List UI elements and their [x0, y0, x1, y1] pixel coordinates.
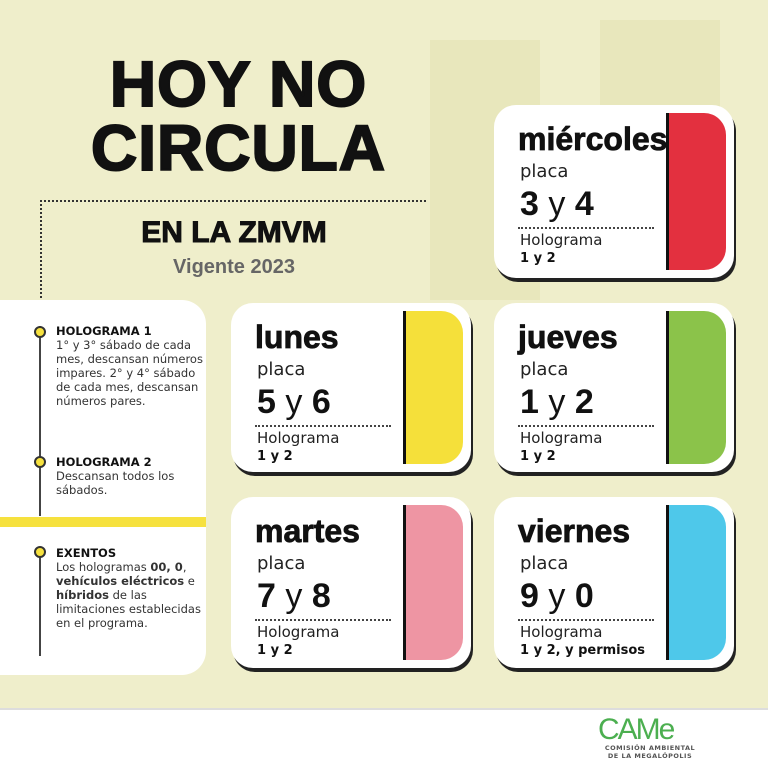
holograma-value: 1 y 2, y permisos [520, 643, 646, 658]
placa-label: placa [520, 161, 569, 182]
day-name: viernes [518, 513, 631, 550]
plate-digits: 3 y 4 [520, 185, 594, 224]
holograma-label: Holograma [257, 623, 340, 641]
dotted-connector [40, 200, 42, 326]
day-name: lunes [255, 319, 339, 356]
subtitle: EN LA ZMVM [141, 216, 328, 250]
digit: 4 [574, 185, 594, 223]
digit: 8 [311, 577, 331, 615]
note-text: Los hologramas [56, 560, 151, 574]
note-title: HOLOGRAMA 2 [56, 455, 152, 469]
digit: 7 [257, 577, 276, 615]
note-text: Descansan todos los sábados. [56, 469, 175, 497]
came-logo: CAMe [598, 713, 675, 746]
color-strip [666, 113, 726, 270]
yellow-band [0, 517, 206, 527]
conjunction: y [548, 383, 566, 421]
dotted-separator [518, 425, 654, 427]
digit: 1 [520, 383, 539, 421]
holograma-label: Holograma [520, 231, 603, 249]
holograma-label: Holograma [520, 623, 603, 641]
timeline-dot-icon [34, 326, 46, 338]
note-text: , [182, 560, 187, 574]
org-line-2: DE LA MEGALÓPOLIS [607, 752, 693, 760]
title-line-1: HOY NO [109, 48, 368, 120]
digit: 9 [520, 577, 539, 615]
plate-digits: 7 y 8 [257, 577, 331, 616]
timeline-dot-icon [34, 456, 46, 468]
dotted-separator [255, 619, 391, 621]
conjunction: y [285, 383, 303, 421]
conjunction: y [285, 577, 303, 615]
title-line-2: CIRCULA [90, 112, 386, 184]
dotted-separator [518, 227, 654, 229]
digit: 0 [574, 577, 594, 615]
org-name: COMISIÓN AMBIENTAL DE LA MEGALÓPOLIS [600, 744, 700, 760]
day-card-miércoles: miércoles placa 3 y 4 Holograma 1 y 2 [494, 105, 734, 278]
background-building [600, 20, 720, 110]
note-bold: híbridos [56, 588, 109, 602]
dotted-divider [40, 200, 426, 202]
digit: 3 [520, 185, 539, 223]
holograma-label: Holograma [520, 429, 603, 447]
note-text: 1° y 3° sábado de cada mes, descansan nú… [56, 338, 203, 408]
day-card-martes: martes placa 7 y 8 Holograma 1 y 2 [231, 497, 471, 668]
day-name: jueves [518, 319, 618, 356]
dotted-separator [255, 425, 391, 427]
digit: 2 [574, 383, 594, 421]
digit: 5 [257, 383, 276, 421]
color-strip [403, 311, 463, 464]
footer [0, 708, 768, 764]
timeline-line [39, 326, 41, 516]
holograma-value: 1 y 2 [257, 449, 293, 464]
timeline-line [39, 550, 41, 656]
color-strip [403, 505, 463, 660]
day-name: miércoles [518, 121, 668, 158]
validity: Vigente 2023 [173, 256, 295, 278]
timeline-dot-icon [34, 546, 46, 558]
org-line-1: COMISIÓN AMBIENTAL [604, 744, 696, 752]
note-holograma-2: HOLOGRAMA 2 Descansan todos los sábados. [56, 455, 204, 497]
note-title: EXENTOS [56, 546, 117, 560]
conjunction: y [548, 577, 566, 615]
note-text: e [184, 574, 195, 588]
conjunction: y [548, 185, 566, 223]
note-bold: vehículos eléctricos [56, 574, 185, 588]
color-strip [666, 505, 726, 660]
plate-digits: 9 y 0 [520, 577, 594, 616]
note-exentos: EXENTOS Los hologramas 00, 0, vehículos e… [56, 546, 206, 630]
holograma-value: 1 y 2 [520, 449, 556, 464]
plate-digits: 1 y 2 [520, 383, 594, 422]
placa-label: placa [257, 553, 306, 574]
dotted-separator [518, 619, 654, 621]
info-panel [0, 300, 206, 675]
placa-label: placa [257, 359, 306, 380]
day-name: martes [255, 513, 361, 550]
holograma-value: 1 y 2 [257, 643, 293, 658]
placa-label: placa [520, 553, 569, 574]
placa-label: placa [520, 359, 569, 380]
note-bold: 00, 0 [150, 560, 183, 574]
note-holograma-1: HOLOGRAMA 1 1° y 3° sábado de cada mes, d… [56, 324, 204, 408]
note-text: de las limitaciones establecidas en el p… [56, 588, 201, 630]
day-card-jueves: jueves placa 1 y 2 Holograma 1 y 2 [494, 303, 734, 472]
plate-digits: 5 y 6 [257, 383, 331, 422]
note-title: HOLOGRAMA 1 [56, 324, 152, 338]
digit: 6 [311, 383, 331, 421]
day-card-lunes: lunes placa 5 y 6 Holograma 1 y 2 [231, 303, 471, 472]
holograma-value: 1 y 2 [520, 251, 556, 266]
day-card-viernes: viernes placa 9 y 0 Holograma 1 y 2, y p… [494, 497, 734, 668]
color-strip [666, 311, 726, 464]
holograma-label: Holograma [257, 429, 340, 447]
